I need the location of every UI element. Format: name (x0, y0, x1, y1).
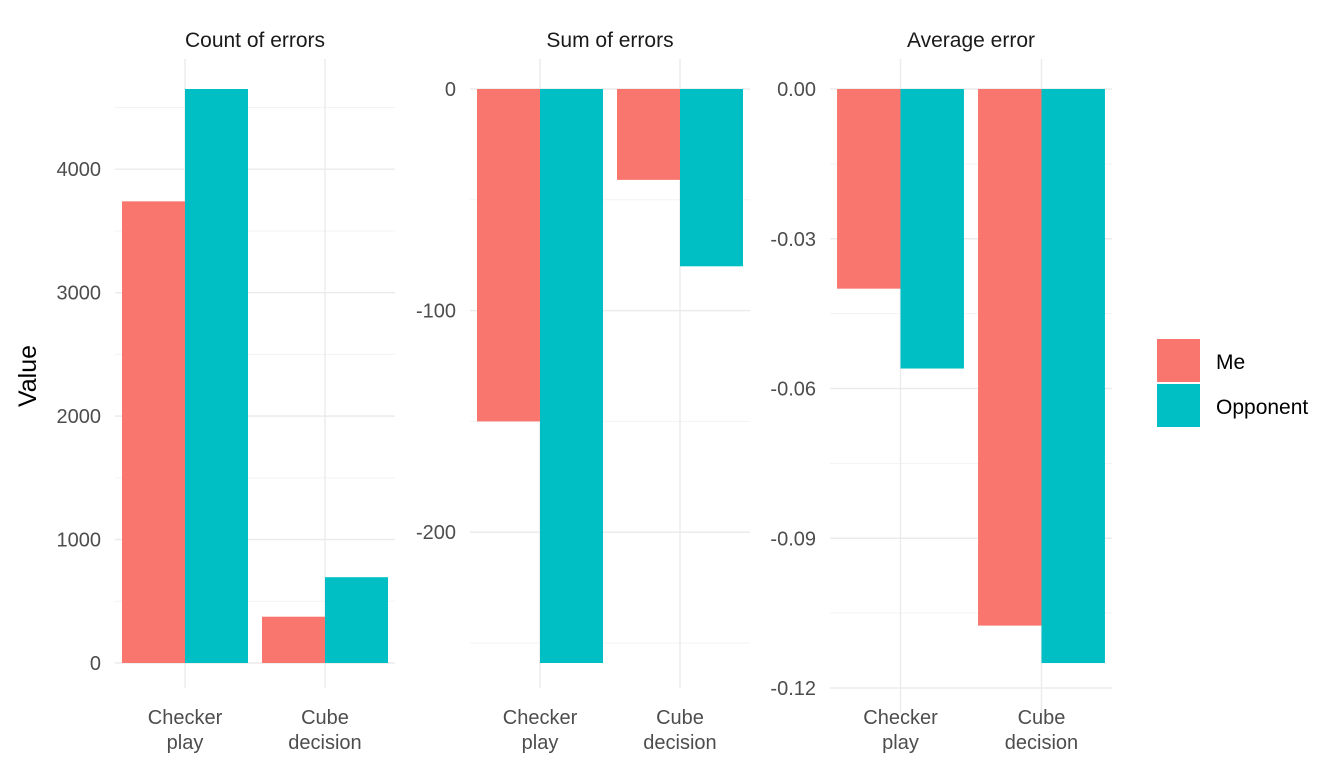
bar-me (262, 616, 325, 663)
facet-panel: 0 1000 2000 3000 4000 Checker play Cube decision… (57, 29, 395, 754)
x-tick-label: Cube decision (643, 707, 716, 754)
x-tick-label: Checker play (503, 707, 578, 754)
y-axis-label: Value (14, 345, 42, 407)
bar-opponent (1041, 89, 1105, 664)
x-tick-label: Cube decision (1005, 707, 1078, 754)
facet-panel: 0 -100 -200 Checker play Cube decision Sum of e… (416, 29, 750, 754)
x-tick-label: Checker play (863, 707, 938, 754)
y-tick-label: -0.12 (770, 678, 816, 700)
y-tick-label: 1000 (57, 530, 102, 552)
facet-panel: 0.00 -0.03 -0.06 -0.09 -0.12 Checker play Cube d… (770, 29, 1112, 754)
legend: Me Opponent (1157, 339, 1308, 427)
legend-swatch-me (1157, 339, 1200, 382)
facet-title: Count of errors (185, 29, 325, 52)
bar-opponent (540, 89, 603, 663)
facet-title: Sum of errors (546, 29, 673, 52)
bar-me (122, 201, 185, 663)
y-tick-label: 3000 (57, 283, 102, 305)
y-tick-label: 0 (90, 653, 101, 675)
y-tick-label: -100 (416, 301, 456, 323)
facet-title: Average error (907, 29, 1035, 52)
y-tick-label: 0.00 (777, 79, 816, 101)
y-tick-label: -0.09 (770, 528, 816, 550)
bar-me (477, 89, 540, 422)
legend-label: Opponent (1216, 396, 1308, 419)
bar-me (837, 89, 901, 289)
y-tick-label: -0.03 (770, 229, 816, 251)
bar-opponent (185, 89, 248, 663)
bar-me (978, 89, 1042, 626)
x-tick-label: Checker play (148, 707, 223, 754)
bar-me (617, 89, 680, 180)
x-tick-label: Cube decision (288, 707, 361, 754)
bar-opponent (680, 89, 743, 267)
facets: 0 1000 2000 3000 4000 Checker play Cube decision… (57, 29, 1112, 754)
bar-opponent (900, 89, 964, 369)
y-tick-label: 0 (445, 79, 456, 101)
y-tick-label: -200 (416, 522, 456, 544)
y-tick-label: 2000 (57, 406, 102, 428)
y-tick-label: 4000 (57, 159, 102, 181)
legend-label: Me (1216, 351, 1245, 374)
legend-swatch-opponent (1157, 384, 1200, 427)
bar-opponent (325, 577, 388, 663)
y-tick-label: -0.06 (770, 379, 816, 401)
